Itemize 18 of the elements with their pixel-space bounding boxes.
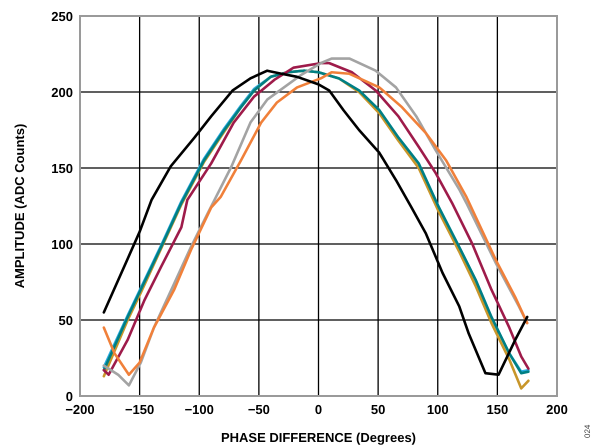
y-tick-label: 250 — [51, 9, 73, 24]
y-tick-label: 200 — [51, 85, 73, 100]
x-tick-label: 150 — [486, 402, 508, 417]
x-tick-label: 0 — [314, 402, 322, 417]
y-tick-label: 150 — [51, 161, 73, 176]
x-tick-label: −100 — [184, 402, 214, 417]
x-tick-label: −200 — [65, 402, 95, 417]
x-tick-label: 200 — [546, 402, 568, 417]
x-axis-title: PHASE DIFFERENCE (Degrees) — [220, 430, 416, 445]
y-tick-label: 0 — [66, 389, 73, 404]
text: 024 — [583, 424, 592, 438]
y-tick-label: 100 — [51, 237, 73, 252]
x-tick-label: −150 — [124, 402, 154, 417]
y-tick-label: 50 — [58, 313, 73, 328]
x-tick-label: 50 — [370, 402, 386, 417]
x-tick-label: 100 — [426, 402, 449, 417]
y-axis-title: AMPLITUDE (ADC Counts) — [12, 124, 27, 288]
x-tick-label: −50 — [248, 402, 270, 417]
